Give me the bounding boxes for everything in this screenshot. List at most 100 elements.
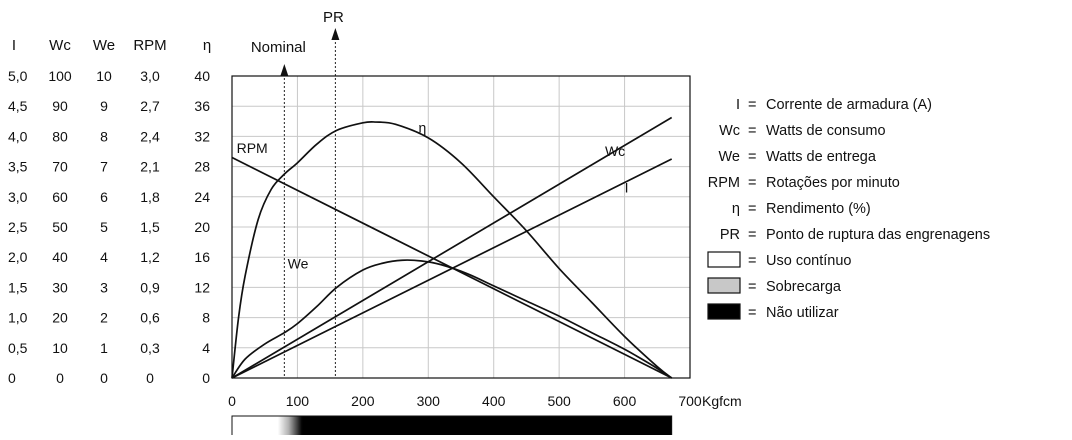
- y-axis-header: I: [12, 37, 16, 54]
- y-tick-label: 1: [100, 340, 108, 356]
- y-tick-label: 2,0: [8, 249, 28, 265]
- series-line-i: [231, 158, 673, 379]
- legend-equals: =: [748, 201, 756, 217]
- curve-label: I: [625, 179, 629, 195]
- legend-key: I: [736, 97, 740, 113]
- legend-text: Ponto de ruptura das engrenagens: [766, 227, 990, 243]
- usage-legend: = Uso contínuo = Sobrecarga = Não utilizar: [707, 251, 851, 321]
- y-tick-label: 0: [202, 370, 210, 386]
- legend-equals: =: [748, 97, 756, 113]
- x-tick-label: 300: [417, 393, 441, 409]
- y-tick-label: 0: [146, 370, 154, 386]
- y-tick-label: 100: [48, 68, 72, 84]
- y-tick-label: 50: [52, 219, 68, 235]
- axis-headers: I Wc We RPM η: [12, 37, 211, 54]
- y-tick-label: 2,4: [140, 128, 160, 144]
- curve-label: η: [418, 120, 426, 136]
- legend: I = Corrente de armadura (A) Wc = Watts de co…: [708, 97, 990, 243]
- y-tick-label: 70: [52, 159, 68, 175]
- marker-label: Nominal: [251, 39, 306, 56]
- y-tick-label: 60: [52, 189, 68, 205]
- y-tick-label: 1,8: [140, 189, 160, 205]
- y-tick-label: 8: [202, 310, 210, 326]
- legend-equals: =: [748, 279, 756, 295]
- y-tick-label: 80: [52, 128, 68, 144]
- x-tick-label: 100: [286, 393, 310, 409]
- y-tick-label: 40: [52, 249, 68, 265]
- y-tick-label: 3,5: [8, 159, 28, 175]
- usage-bar: [231, 415, 673, 437]
- grid: [232, 76, 690, 378]
- x-tick-label: 600: [613, 393, 637, 409]
- usage-legend-text: Não utilizar: [766, 305, 839, 321]
- x-tick-label: 500: [547, 393, 571, 409]
- y-tick-label: 4: [100, 249, 108, 265]
- y-tick-label: 0,6: [140, 310, 160, 326]
- usage-legend-text: Sobrecarga: [766, 279, 842, 295]
- curve-label: Wc: [605, 143, 625, 159]
- y-axis-tick-columns: 5,04,54,03,53,02,52,01,51,00,50100908070…: [8, 68, 210, 386]
- y-tick-label: 3: [100, 279, 108, 295]
- y-tick-label: 4,5: [8, 98, 28, 114]
- y-tick-label: 2: [100, 310, 108, 326]
- x-tick-label: 200: [351, 393, 375, 409]
- y-tick-label: 2,7: [140, 98, 160, 114]
- y-tick-label: 1,2: [140, 249, 160, 265]
- y-tick-label: 0,9: [140, 279, 160, 295]
- y-tick-label: 10: [96, 68, 112, 84]
- x-tick-label: 400: [482, 393, 506, 409]
- y-tick-label: 2,5: [8, 219, 28, 235]
- x-axis-ticks: 0 100 200 300 400 500 600 700: [228, 393, 702, 409]
- series-line-wc: [231, 116, 673, 379]
- legend-text: Corrente de armadura (A): [766, 97, 932, 113]
- legend-text: Watts de consumo: [766, 123, 886, 139]
- y-tick-label: 1,0: [8, 310, 28, 326]
- y-tick-label: 2,1: [140, 159, 160, 175]
- legend-key: RPM: [708, 175, 740, 191]
- y-axis-header: η: [203, 37, 211, 54]
- usage-overload: [277, 416, 303, 436]
- y-tick-label: 40: [194, 68, 210, 84]
- y-tick-label: 20: [194, 219, 210, 235]
- y-tick-label: 4,0: [8, 128, 28, 144]
- y-tick-label: 10: [52, 340, 68, 356]
- series-line-eta: [231, 120, 673, 379]
- curve-label: We: [288, 256, 309, 272]
- x-tick-label: 0: [228, 393, 236, 409]
- legend-key: Wc: [719, 123, 740, 139]
- legend-equals: =: [748, 253, 756, 269]
- y-axis-header: Wc: [49, 37, 71, 54]
- usage-do-not-use: [302, 416, 672, 436]
- x-axis-unit: Kgfcm: [702, 393, 742, 409]
- usage-swatch: [707, 251, 741, 268]
- y-tick-label: 4: [202, 340, 210, 356]
- y-tick-label: 36: [194, 98, 210, 114]
- y-tick-label: 0: [56, 370, 64, 386]
- y-tick-label: 30: [52, 279, 68, 295]
- legend-equals: =: [748, 305, 756, 321]
- legend-equals: =: [748, 175, 756, 191]
- usage-swatch: [707, 303, 741, 320]
- y-tick-label: 7: [100, 159, 108, 175]
- y-tick-label: 1,5: [8, 279, 28, 295]
- y-tick-label: 8: [100, 128, 108, 144]
- curve-label: RPM: [237, 140, 268, 156]
- legend-text: Rendimento (%): [766, 201, 871, 217]
- x-tick-label: 700: [678, 393, 702, 409]
- marker-label: PR: [323, 9, 344, 26]
- legend-text: Rotações por minuto: [766, 175, 900, 191]
- y-tick-label: 6: [100, 189, 108, 205]
- y-tick-label: 3,0: [8, 189, 28, 205]
- y-tick-label: 24: [194, 189, 210, 205]
- marker-arrow-icon: [331, 28, 340, 40]
- legend-equals: =: [748, 149, 756, 165]
- y-tick-label: 0,5: [8, 340, 28, 356]
- legend-equals: =: [748, 227, 756, 243]
- y-tick-label: 12: [194, 279, 210, 295]
- y-tick-label: 32: [194, 128, 210, 144]
- marker-arrow-icon: [280, 64, 289, 76]
- plot-frame: [231, 75, 691, 379]
- legend-key: PR: [720, 227, 740, 243]
- legend-key: We: [719, 149, 741, 165]
